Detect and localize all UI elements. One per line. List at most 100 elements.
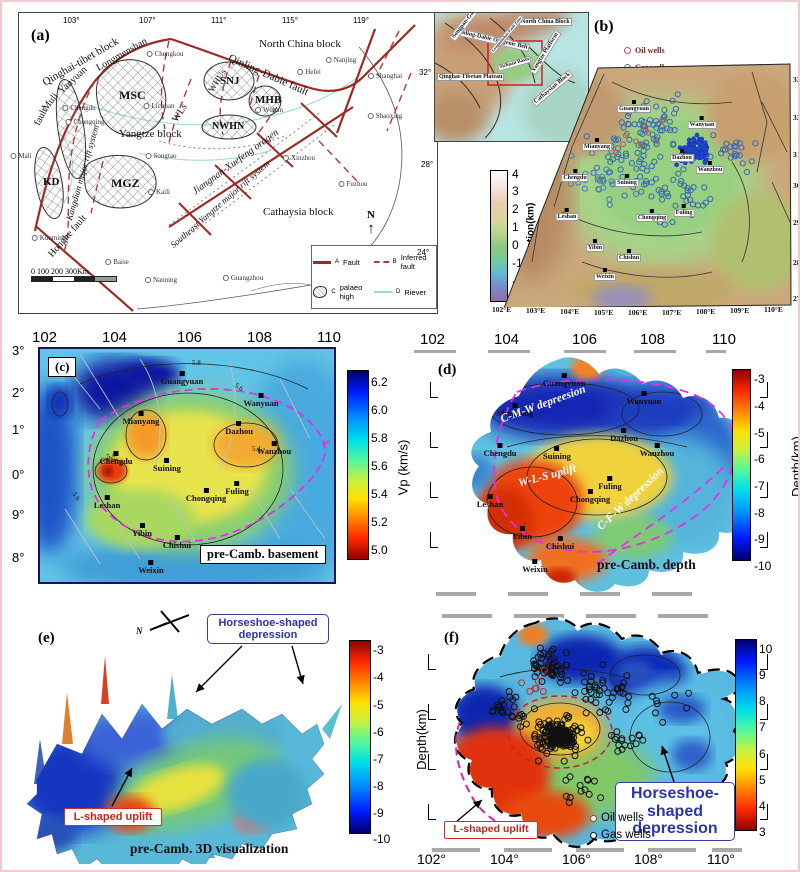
- axis-tick: [760, 482, 768, 498]
- oil-well-marker: [652, 138, 659, 145]
- gas-well-marker: [560, 736, 567, 744]
- compass-icon: [149, 610, 189, 633]
- gas-well-marker: [690, 184, 697, 191]
- gas-well-marker: [665, 193, 672, 200]
- legend-key: B: [392, 259, 397, 265]
- lat-tick-label: 32°N: [793, 113, 800, 122]
- colorbar-ticks: -3 -4 -5 -6 -7 -8 -9 -10: [732, 369, 798, 573]
- uplift-annotation: L-shaped uplift: [444, 821, 538, 839]
- axis-tick-label: 0°: [12, 467, 25, 482]
- gas-well-marker: [587, 673, 595, 680]
- colorbar-tick: -6: [373, 725, 384, 739]
- city-marker: [682, 204, 686, 208]
- gas-well-marker: [592, 699, 600, 707]
- panel-b-topo-map: (b): [432, 10, 800, 317]
- city-label: Yibin: [585, 239, 605, 253]
- colorbar-tick: 6.2: [371, 375, 388, 389]
- colorbar-tick: 3: [512, 184, 519, 198]
- city-label: Wanzhou: [695, 161, 725, 175]
- panel-e-caption: pre-Camb. 3D visualization: [130, 841, 289, 856]
- gas-well-marker: [566, 773, 574, 781]
- city-label: Wanzhou: [640, 443, 674, 458]
- axis-tick-label: 110: [317, 329, 341, 346]
- gas-well-marker: [703, 140, 708, 145]
- gas-well-marker: [710, 132, 717, 139]
- gas-well-marker: [563, 712, 571, 719]
- basement-box-label: pre-Camb. basement: [200, 545, 326, 564]
- colorbar-title: Vp (km/s): [395, 439, 411, 496]
- city-marker: [532, 559, 538, 564]
- gas-well-marker: [617, 166, 624, 173]
- legend-a: A Fault B Inferred fault C palaeo high D…: [311, 245, 437, 309]
- panel-a-label: (a): [31, 27, 50, 44]
- gas-well-marker: [677, 180, 684, 188]
- gas-well-marker: [611, 135, 618, 142]
- gas-well-marker: [625, 120, 632, 128]
- gas-well-marker: [568, 152, 575, 159]
- gas-well-marker: [541, 729, 549, 737]
- map-label: Hefei: [297, 68, 321, 76]
- axis-tick: [760, 654, 768, 670]
- gas-well-marker: [686, 137, 692, 143]
- gas-well-marker: [581, 687, 589, 695]
- gas-well-marker: [624, 112, 632, 120]
- gas-well-marker: [658, 196, 666, 203]
- gas-well-marker: [681, 182, 688, 189]
- city-label: Leshan: [94, 495, 120, 510]
- city-label: Dazhou: [610, 428, 638, 443]
- gas-well-marker: [701, 184, 708, 191]
- gas-well-marker: [581, 786, 589, 794]
- gas-well-marker: [635, 731, 643, 739]
- lat-tick-label: 29°N: [793, 218, 800, 227]
- gas-well-marker: [608, 178, 615, 185]
- gas-well-marker: [658, 123, 665, 130]
- gas-well-marker: [641, 142, 648, 149]
- gas-well-marker: [595, 691, 603, 699]
- colorbar-tick: 6: [759, 747, 766, 761]
- axis-tick: [760, 432, 768, 448]
- gas-well-marker: [674, 91, 681, 98]
- colorbar-title: Depth(km): [788, 436, 800, 497]
- gas-well-marker: [627, 742, 634, 750]
- oil-well-marker: [526, 687, 534, 695]
- axis-tick: [760, 704, 768, 720]
- gas-well-marker: [674, 162, 679, 168]
- gas-well-marker: [643, 167, 650, 174]
- gas-well-marker: [722, 146, 729, 153]
- gas-well-marker: [531, 665, 539, 673]
- gas-well-marker: [650, 121, 657, 128]
- gas-well-marker: [558, 671, 566, 678]
- gas-well-marker: [639, 130, 646, 138]
- inset-label: Qinghai-Tibetan Plateau: [437, 73, 505, 82]
- lon-tick-label: 109°E: [730, 306, 750, 315]
- gas-well-marker: [577, 787, 585, 795]
- gas-well-marker: [552, 662, 560, 670]
- gas-well-marker: [551, 667, 559, 675]
- gas-well-marker: [550, 655, 558, 663]
- oil-well-marker: [531, 685, 539, 693]
- gas-well-marker: [535, 718, 543, 726]
- gas-well-marker: [619, 689, 627, 697]
- axis-tick: [760, 804, 768, 820]
- oil-wells-label: Oil wells: [601, 812, 644, 824]
- colorbar-tick: 5.4: [371, 487, 388, 501]
- city-label: Dazhou: [670, 149, 694, 163]
- gas-well-marker: [738, 144, 745, 151]
- gas-well-marker: [653, 140, 660, 148]
- gas-well-marker: [694, 132, 700, 138]
- gas-well-marker: [530, 660, 538, 668]
- legend-item-river: D Riever: [374, 288, 435, 297]
- axis-tick-label: 2°: [12, 385, 25, 400]
- oil-well-marker: [624, 130, 630, 137]
- city-marker: [621, 428, 627, 433]
- lon-tick-label: 106°E: [628, 308, 648, 317]
- city-marker: [626, 249, 631, 253]
- gas-well-marker: [680, 166, 687, 173]
- colorbar-tick: 5.2: [371, 515, 388, 529]
- city-label: Chongqing: [570, 489, 610, 504]
- gas-well-marker: [661, 184, 669, 191]
- gas-well-marker: [634, 149, 641, 157]
- gas-well-marker: [621, 192, 628, 199]
- gas-well-marker: [624, 699, 632, 707]
- map-label: Shanghai: [367, 72, 402, 80]
